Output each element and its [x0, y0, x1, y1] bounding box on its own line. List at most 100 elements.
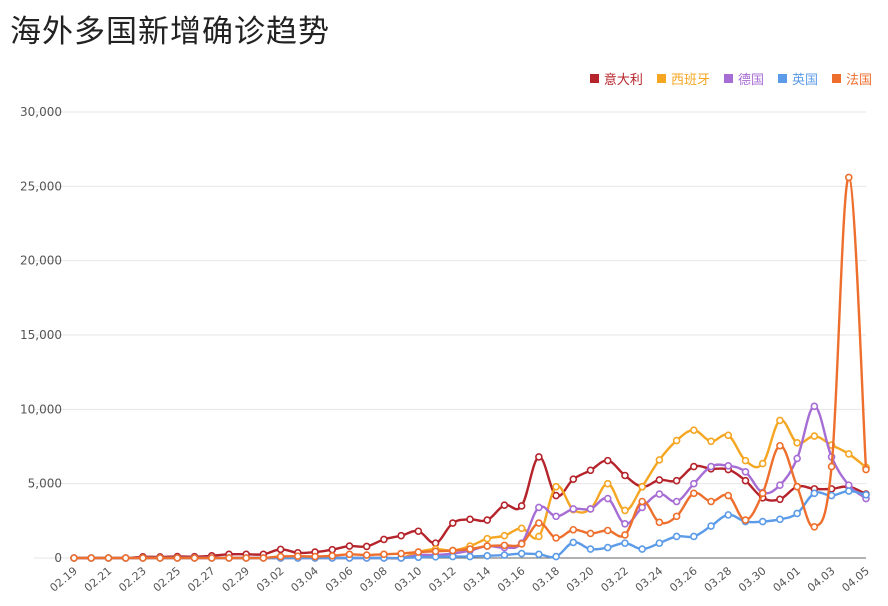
series-3 — [70, 402, 870, 562]
data-point — [793, 454, 801, 463]
data-point — [672, 436, 681, 445]
legend-swatch — [723, 74, 733, 83]
data-point — [328, 551, 337, 560]
x-tick-label: 03.30 — [736, 564, 768, 594]
data-point — [655, 539, 664, 547]
data-point — [517, 502, 526, 510]
x-tick-label: 03.12 — [426, 564, 458, 594]
series-5 — [70, 173, 870, 562]
data-point — [690, 489, 698, 498]
data-point — [844, 450, 853, 458]
data-point — [724, 491, 733, 500]
x-tick-label: 03.28 — [702, 564, 734, 594]
data-point — [724, 462, 733, 470]
legend-swatch — [777, 74, 787, 83]
data-point — [569, 525, 578, 534]
data-point — [724, 511, 733, 519]
data-point — [483, 516, 492, 524]
data-point — [276, 552, 285, 561]
data-point — [431, 547, 440, 556]
data-point — [844, 173, 853, 182]
data-point — [655, 518, 664, 527]
legend-swatch — [831, 74, 841, 83]
data-point — [586, 529, 595, 538]
y-tick-label: 5,000 — [28, 477, 62, 491]
data-point — [569, 475, 578, 484]
data-point — [586, 505, 595, 513]
data-point — [552, 491, 560, 500]
data-point — [466, 515, 474, 524]
data-point — [655, 490, 664, 498]
data-point — [448, 552, 457, 561]
data-point — [569, 538, 578, 547]
data-point — [139, 554, 147, 562]
data-point — [776, 416, 784, 425]
data-point — [638, 497, 646, 506]
data-point — [655, 456, 664, 464]
legend-item[interactable]: 德国 — [723, 69, 764, 88]
data-point — [586, 545, 595, 553]
x-tick-label: 03.18 — [530, 564, 562, 594]
data-point — [844, 487, 853, 495]
data-point — [483, 542, 492, 550]
data-point — [724, 431, 733, 440]
data-point — [535, 453, 543, 461]
data-point — [500, 551, 509, 559]
data-point — [655, 476, 664, 484]
data-point — [621, 506, 629, 515]
data-point — [827, 462, 836, 471]
data-point — [362, 542, 371, 551]
data-point — [793, 509, 801, 518]
data-point — [707, 437, 715, 446]
data-point — [603, 494, 612, 503]
legend-item[interactable]: 英国 — [777, 69, 818, 88]
data-point — [414, 548, 423, 556]
data-point — [535, 519, 543, 527]
data-point — [225, 554, 233, 562]
data-point — [707, 462, 715, 471]
data-point — [707, 497, 715, 506]
data-point — [603, 526, 612, 535]
data-point — [87, 554, 96, 562]
data-point — [603, 543, 612, 552]
x-tick-label: 04.05 — [839, 564, 871, 594]
data-point — [690, 462, 698, 471]
data-point — [535, 503, 543, 512]
data-point — [311, 552, 319, 561]
x-tick-label: 04.01 — [771, 564, 803, 594]
data-point — [242, 554, 250, 562]
data-point — [862, 491, 870, 499]
data-point — [690, 426, 698, 434]
data-point — [672, 497, 681, 506]
legend-item[interactable]: 意大利 — [589, 69, 643, 88]
y-tick-label: 15,000 — [20, 328, 62, 342]
data-point — [621, 520, 629, 528]
data-point — [517, 540, 526, 548]
data-point — [741, 516, 750, 524]
data-point — [552, 534, 560, 542]
series-line — [74, 419, 867, 560]
data-point — [776, 481, 784, 489]
data-point — [380, 535, 388, 544]
data-point — [810, 522, 819, 531]
legend-swatch — [589, 74, 599, 83]
data-point — [414, 527, 423, 536]
data-point — [466, 545, 474, 553]
data-point — [535, 550, 543, 559]
x-tick-label: 03.02 — [254, 564, 286, 594]
x-tick-label: 03.14 — [461, 564, 493, 594]
data-point — [294, 552, 302, 561]
legend-item[interactable]: 西班牙 — [656, 69, 710, 88]
data-point — [483, 551, 492, 560]
x-tick-label: 03.20 — [564, 564, 596, 594]
data-point — [345, 542, 354, 550]
x-tick-label: 02.21 — [82, 564, 114, 594]
legend-label: 意大利 — [603, 73, 643, 88]
data-point — [758, 489, 767, 498]
data-point — [793, 438, 801, 447]
data-point — [810, 432, 819, 440]
data-point — [844, 481, 853, 489]
data-point — [173, 554, 182, 562]
legend-item[interactable]: 法国 — [831, 69, 872, 88]
